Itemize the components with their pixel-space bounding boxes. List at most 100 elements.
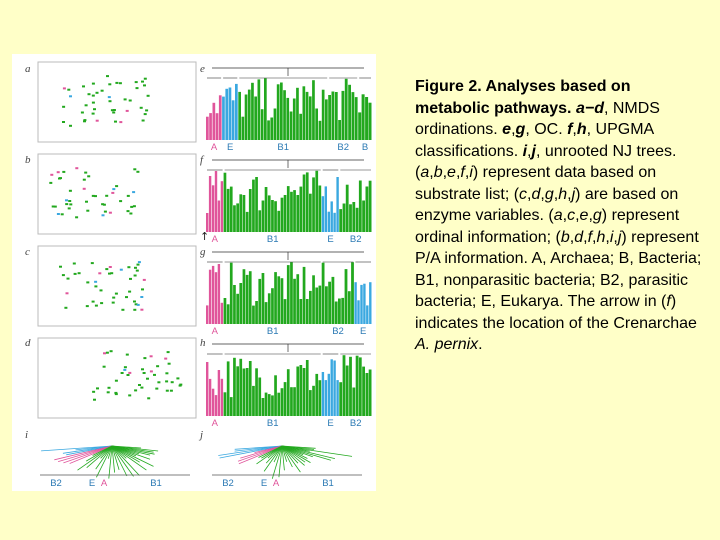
dendrogram-bar — [324, 380, 327, 416]
caption-segment: g — [544, 185, 554, 203]
ordination-point — [115, 81, 119, 84]
dendrogram-bar — [351, 262, 354, 324]
dendrogram-bar — [208, 378, 212, 416]
tree-branch — [281, 445, 335, 459]
dendrogram-bar — [321, 196, 325, 232]
tree-branch — [111, 445, 154, 467]
ordination-point — [114, 379, 118, 382]
ordination-point — [98, 272, 102, 275]
dendrogram-bar — [267, 394, 271, 416]
dendrogram-bar — [324, 186, 327, 232]
ordination-point — [120, 372, 124, 374]
tree-label-a: A — [273, 478, 280, 489]
ordination-point — [179, 383, 183, 386]
panel-letter-f: f — [200, 154, 205, 166]
group-label-b1: B1 — [267, 418, 279, 429]
dendrogram-bar — [223, 172, 227, 232]
dendrogram-bar — [369, 282, 372, 324]
dendrogram-bar — [267, 120, 270, 140]
ordination-point — [133, 300, 136, 303]
dendrogram-bar — [333, 360, 336, 416]
ordination-point — [73, 272, 77, 275]
tree-branch — [111, 445, 120, 471]
ordination-point — [59, 265, 62, 268]
ordination-point — [143, 357, 147, 360]
dendrogram-bar — [214, 272, 218, 324]
dendrogram-bar — [318, 380, 322, 416]
dendrogram-bar — [257, 79, 261, 140]
tree-label-b1: B1 — [150, 478, 162, 489]
ordination-point — [56, 171, 60, 174]
ordination-point — [67, 88, 71, 91]
group-label-a: A — [212, 326, 219, 337]
ordination-point — [91, 94, 95, 97]
dendrogram-bar — [325, 99, 328, 140]
nmds-frame-b — [37, 153, 197, 235]
ordination-point — [114, 391, 118, 394]
ordination-point — [141, 288, 144, 291]
caption-segment: g — [592, 207, 602, 224]
dendrogram-bar — [261, 273, 265, 324]
dendrogram-bar — [220, 302, 224, 324]
caption-segment: c — [519, 185, 528, 203]
dendrogram-bar — [258, 278, 262, 324]
dendrogram-bar — [361, 94, 365, 140]
dendrogram-bar — [228, 87, 232, 140]
tree-branch — [281, 445, 301, 473]
ordination-point — [68, 200, 72, 202]
ordination-point — [111, 191, 115, 194]
dendrogram-bar — [354, 282, 357, 324]
ordination-point — [56, 213, 60, 215]
dendrogram-bar — [302, 266, 306, 324]
ordination-point — [125, 296, 128, 299]
ordination-point — [132, 205, 136, 208]
dendrogram-root — [212, 159, 364, 168]
dendrogram-bar — [309, 390, 312, 416]
dendrogram-bar — [239, 358, 243, 416]
group-label-b1: B1 — [277, 142, 289, 153]
ordination-point — [134, 81, 138, 84]
dendrogram-bar — [365, 97, 369, 140]
group-label-a: A — [212, 234, 219, 245]
ordination-point — [83, 120, 86, 123]
dendrogram-bar — [211, 265, 215, 324]
dendrogram-bar — [236, 366, 239, 416]
ordination-point — [136, 263, 140, 266]
dendrogram-bar — [333, 212, 336, 232]
dendrogram-bar — [220, 378, 224, 416]
ordination-point — [167, 362, 171, 365]
caption-segment: g — [515, 121, 526, 138]
dendrogram-bar — [223, 298, 227, 324]
ordination-point — [126, 210, 130, 213]
ordination-point — [134, 303, 138, 306]
dendrogram-bar — [258, 377, 262, 416]
ordination-point — [100, 302, 104, 305]
ordination-point — [107, 96, 111, 99]
caption-segment: , UPGMA classifications. — [415, 121, 654, 160]
ordination-point — [49, 181, 53, 184]
ordination-point — [136, 170, 140, 173]
ordination-point — [67, 207, 71, 210]
dendrogram-bar — [248, 189, 252, 232]
ordination-point — [65, 292, 69, 295]
ordination-point — [110, 272, 114, 275]
dendrogram-bar — [251, 82, 254, 140]
dendrogram-bar — [327, 373, 330, 416]
caption-segment: , OC. — [525, 121, 568, 138]
dendrogram-bar — [252, 179, 255, 232]
dendrogram-bar — [286, 369, 290, 416]
ordination-point — [93, 398, 96, 401]
figure-caption: Figure 2. Analyses based on metabolic pa… — [415, 76, 705, 356]
dendrogram-root — [212, 343, 364, 352]
ordination-point — [135, 87, 139, 90]
tree-branch — [77, 445, 113, 471]
ordination-point — [94, 280, 98, 283]
dendrogram-bar — [365, 373, 369, 416]
panel-letter-i: i — [25, 429, 28, 441]
group-label-e: E — [227, 142, 233, 153]
caption-segment: , — [429, 164, 434, 181]
dendrogram-bar — [344, 78, 348, 140]
tree-branch — [278, 445, 283, 478]
ordination-point — [100, 89, 104, 92]
panel-letter-e: e — [200, 63, 205, 75]
